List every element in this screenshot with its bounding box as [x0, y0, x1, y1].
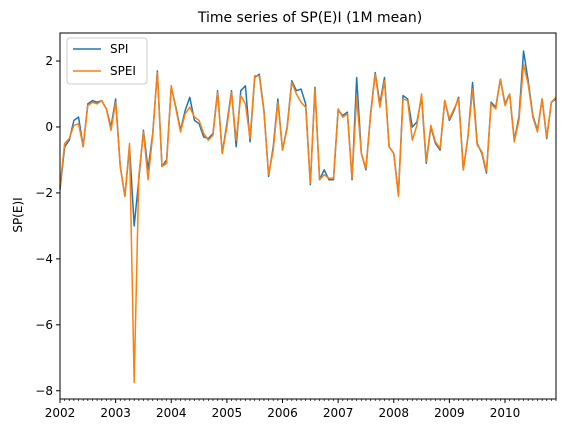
plot-frame: [59, 32, 557, 400]
x-tick-label: 2009: [434, 406, 465, 420]
legend-label: SPI: [110, 42, 128, 56]
x-tick-label: 2007: [323, 406, 354, 420]
y-tick-label: 2: [45, 54, 53, 68]
x-tick-label: 2005: [212, 406, 243, 420]
y-tick-label: −8: [35, 384, 53, 398]
x-tick-label: 2008: [378, 406, 409, 420]
y-axis-label: SP(E)I: [11, 197, 25, 232]
plot-lines: [59, 50, 557, 384]
y-tick-label: −2: [35, 186, 53, 200]
chart-title: Time series of SP(E)I (1M mean): [197, 10, 422, 26]
x-tick-label: 2006: [267, 406, 298, 420]
y-tick-label: 0: [45, 120, 53, 134]
y-axis: 2 0 −2 −4 −6 −8: [35, 54, 60, 398]
x-tick-label: 2003: [100, 406, 131, 420]
series-line-spei: [59, 63, 557, 384]
x-axis: 2002 2003 2004 2005 2006 2007 2008 2009 2010: [45, 399, 557, 420]
legend: SPI SPEI: [66, 37, 148, 85]
x-tick-label: 2004: [156, 406, 187, 420]
x-tick-label: 2002: [45, 406, 76, 420]
y-tick-label: −4: [35, 252, 53, 266]
y-tick-label: −6: [35, 318, 53, 332]
legend-label: SPEI: [110, 64, 136, 78]
x-tick-label: 2010: [490, 406, 521, 420]
